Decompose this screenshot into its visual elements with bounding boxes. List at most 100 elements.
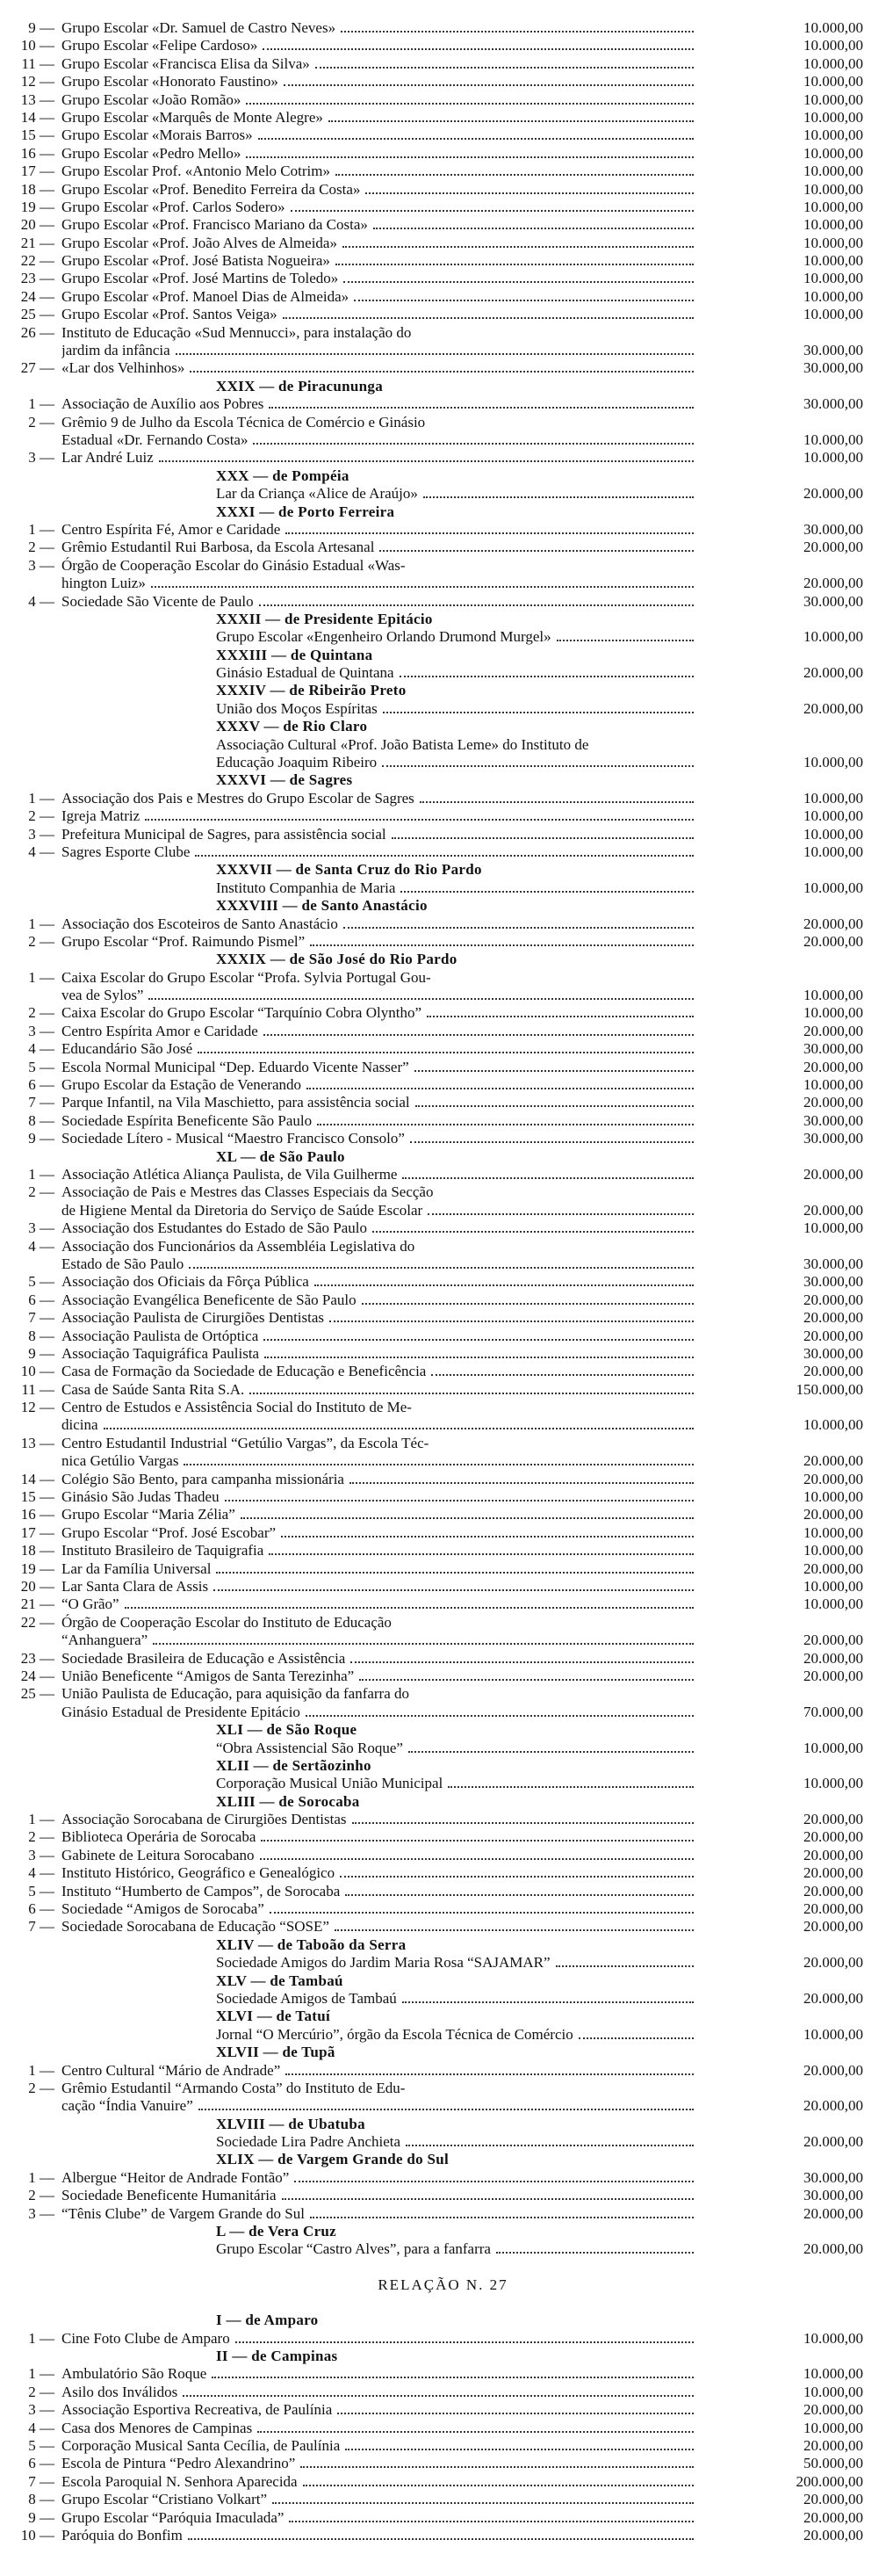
dot-leader bbox=[400, 890, 694, 893]
item-line: Associação de Auxílio aos Pobres bbox=[61, 395, 697, 413]
item-line: Associação Paulista de Ortóptica bbox=[61, 1328, 697, 1345]
section-heading: XXXIV — de Ribeirão Preto bbox=[216, 682, 407, 699]
item-row: 3 — Centro Espírita Amor e Caridade 20.000… bbox=[0, 1023, 886, 1040]
item-row: 25 — Grupo Escolar «Prof. Santos Veiga» 10… bbox=[0, 306, 886, 323]
item-row: 21 — “O Grão” 10.000,00 bbox=[0, 1596, 886, 1613]
item-line: Grupo Escolar «Morais Barros» bbox=[61, 127, 697, 144]
item-number: 1 — bbox=[28, 968, 54, 986]
item-text: Albergue “Heitor de Andrade Fontão” bbox=[61, 2168, 290, 2186]
item-row: 22 — Grupo Escolar «Prof. José Batista No… bbox=[0, 252, 886, 270]
dot-leader bbox=[371, 1231, 694, 1234]
item-number: 10 — bbox=[20, 37, 54, 54]
section-row: XXXVII — de Santa Cruz do Rio Pardo bbox=[0, 861, 886, 879]
section-row: XXXIII — de Quintana bbox=[0, 647, 886, 664]
item-text: Associação de Auxílio aos Pobres bbox=[61, 395, 264, 413]
dot-leader bbox=[419, 800, 694, 803]
dot-leader bbox=[365, 192, 694, 194]
item-row: 3 — “Tênis Clube” de Vargem Grande do Sul… bbox=[0, 2205, 886, 2223]
item-number: 15 — bbox=[20, 127, 54, 144]
item-line: de Higiene Mental da Diretoria do Serviç… bbox=[61, 1202, 697, 1219]
item-line: Associação Cultural «Prof. João Batista … bbox=[216, 736, 851, 754]
item-amount: 20.000,00 bbox=[803, 1363, 863, 1380]
item-amount: 20.000,00 bbox=[803, 1559, 863, 1577]
item-row: Grupo Escolar “Castro Alves”, para a fan… bbox=[0, 2240, 886, 2258]
dot-leader bbox=[253, 442, 694, 445]
item-line: Centro Espírita Amor e Caridade bbox=[61, 1023, 697, 1040]
item-line: Centro Estudantil Industrial “Getúlio Va… bbox=[61, 1435, 851, 1452]
item-row: 3 — Gabinete de Leitura Sorocabano 20.000,… bbox=[0, 1847, 886, 1864]
item-row: 2 — Asilo dos Inválidos 10.000,00 bbox=[0, 2384, 886, 2401]
item-line: Associação dos Escoteiros de Santo Anast… bbox=[61, 915, 697, 933]
item-text: Escola Paroquial N. Senhora Aparecida bbox=[61, 2472, 298, 2490]
item-row: 16 — Grupo Escolar “Maria Zélia” 20.000,00 bbox=[0, 1506, 886, 1523]
item-row: Sociedade Amigos do Jardim Maria Rosa “S… bbox=[0, 1954, 886, 1972]
item-text: Estado de São Paulo bbox=[61, 1255, 184, 1272]
item-number: 4 — bbox=[28, 1864, 54, 1882]
dot-leader bbox=[495, 2252, 694, 2254]
item-row: 1 — Cine Foto Clube de Amparo 10.000,00 bbox=[0, 2330, 886, 2348]
dot-leader bbox=[343, 281, 694, 284]
item-text: hington Luiz» bbox=[61, 575, 146, 592]
dot-leader bbox=[285, 532, 694, 534]
item-amount: 20.000,00 bbox=[803, 1506, 863, 1523]
section-row: XLVII — de Tupã bbox=[0, 2044, 886, 2061]
item-text: Grêmio Estudantil Rui Barbosa, da Escola… bbox=[61, 539, 375, 556]
item-line: Casa de Formação da Sociedade de Educaçã… bbox=[61, 1363, 697, 1380]
item-text: Instituto Companhia de Maria bbox=[216, 879, 396, 896]
item-text: Sagres Esporte Clube bbox=[61, 843, 191, 860]
item-line: Igreja Matriz bbox=[61, 807, 697, 825]
dot-leader bbox=[335, 264, 694, 266]
item-text: «Lar dos Velhinhos» bbox=[61, 359, 185, 377]
section-row: XXIX — de Piracununga bbox=[0, 378, 886, 395]
dot-leader bbox=[234, 2341, 694, 2343]
section-row: XLIV — de Taboão da Serra bbox=[0, 1936, 886, 1954]
item-number: 17 — bbox=[20, 163, 54, 180]
item-amount: 20.000,00 bbox=[803, 1166, 863, 1183]
item-text: Centro Cultural “Mário de Andrade” bbox=[61, 2061, 281, 2079]
item-amount: 20.000,00 bbox=[803, 1649, 863, 1667]
dot-leader bbox=[305, 1714, 694, 1717]
item-line: Sociedade Espírita Beneficente São Paulo bbox=[61, 1112, 697, 1130]
item-text: Corporação Musical Santa Cecília, de Pau… bbox=[61, 2436, 341, 2454]
item-text: Sociedade Lítero - Musical “Maestro Fran… bbox=[61, 1130, 405, 1147]
item-row: Instituto Companhia de Maria 10.000,00 bbox=[0, 879, 886, 897]
item-amount: 10.000,00 bbox=[803, 19, 863, 36]
item-text: Centro Estudantil Industrial “Getúlio Va… bbox=[61, 1434, 429, 1451]
item-text: Educandário São José bbox=[61, 1040, 193, 1058]
section-heading: XXX — de Pompéia bbox=[216, 467, 349, 484]
item-text: Grupo Escolar «Dr. Samuel de Castro Neve… bbox=[61, 19, 336, 36]
item-text: Associação dos Escoteiros de Santo Anast… bbox=[61, 915, 338, 932]
item-text: Corporação Musical União Municipal bbox=[216, 1775, 443, 1792]
item-number: 4 — bbox=[28, 1040, 54, 1058]
dot-leader bbox=[290, 209, 694, 212]
item-line: cação “Índia Vanuire” bbox=[61, 2097, 697, 2115]
item-text: Biblioteca Operária de Sorocaba bbox=[61, 1828, 256, 1846]
dot-leader bbox=[391, 836, 694, 839]
item-text: Lar da Criança «Alice de Araújo» bbox=[216, 485, 418, 503]
item-number: 16 — bbox=[20, 144, 54, 162]
item-row: 11 — Casa de Saúde Santa Rita S.A. 150.000… bbox=[0, 1381, 886, 1399]
item-text: Grupo Escolar «Marquês de Monte Alegre» bbox=[61, 108, 323, 126]
item-amount: 10.000,00 bbox=[803, 2365, 863, 2383]
dot-leader bbox=[342, 245, 694, 248]
dot-leader bbox=[184, 1464, 694, 1466]
item-row: 17 — Grupo Escolar Prof. «Antonio Melo Co… bbox=[0, 163, 886, 180]
item-row: 1 — Associação dos Escoteiros de Santo An… bbox=[0, 915, 886, 933]
item-line: Grupo Escolar «Engenheiro Orlando Drumon… bbox=[216, 628, 697, 646]
item-row: 6 — Sociedade “Amigos de Sorocaba” 20.000,… bbox=[0, 1900, 886, 1918]
item-row: de Higiene Mental da Diretoria do Serviç… bbox=[0, 1202, 886, 1219]
item-line: Associação dos Pais e Mestres do Grupo E… bbox=[61, 790, 697, 807]
item-row: jardim da infância 30.000,00 bbox=[0, 342, 886, 359]
dot-leader bbox=[427, 1016, 694, 1018]
item-row: nica Getúlio Vargas 20.000,00 bbox=[0, 1452, 886, 1470]
item-text: Grupo Escolar «Engenheiro Orlando Drumon… bbox=[216, 628, 551, 646]
item-number: 9 — bbox=[28, 2508, 54, 2526]
item-text: cação “Índia Vanuire” bbox=[61, 2097, 193, 2115]
dot-leader bbox=[269, 1912, 694, 1914]
item-row: 21 — Grupo Escolar «Prof. João Alves de A… bbox=[0, 235, 886, 252]
item-text: Estadual «Dr. Fernando Costa» bbox=[61, 431, 249, 448]
section-row: XXXII — de Presidente Epitácio bbox=[0, 611, 886, 628]
item-number: 3 — bbox=[28, 1846, 54, 1863]
item-amount: 20.000,00 bbox=[803, 1918, 863, 1936]
